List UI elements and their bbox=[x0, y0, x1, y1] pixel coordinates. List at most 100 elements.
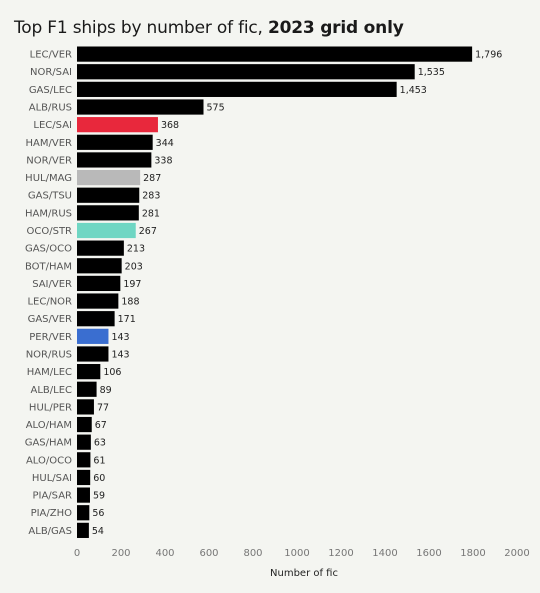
category-label: HUL/PER bbox=[29, 402, 72, 413]
category-label: OCO/STR bbox=[27, 226, 73, 237]
category-label: HUL/SAI bbox=[32, 473, 72, 484]
category-label: LEC/VER bbox=[30, 50, 72, 61]
bar-ham-ver bbox=[77, 134, 153, 150]
value-label: 54 bbox=[92, 526, 104, 537]
category-label: HAM/VER bbox=[26, 138, 73, 149]
x-tick-label: 1800 bbox=[460, 548, 485, 559]
bar-hul-per bbox=[77, 399, 94, 415]
category-label: SAI/VER bbox=[32, 279, 72, 290]
bar-pia-sar bbox=[77, 487, 90, 503]
value-label: 1,796 bbox=[475, 50, 502, 61]
bar-nor-rus bbox=[77, 346, 109, 362]
category-label: NOR/SAI bbox=[30, 67, 72, 78]
x-axis-ticks: 0 200 400 600 800 1000 1200 1400 1600 1800 2000 bbox=[74, 548, 530, 559]
chart-title: Top F1 ships by number of fic, 2023 grid… bbox=[14, 18, 404, 38]
x-tick-label: 1600 bbox=[416, 548, 441, 559]
chart-title-regular: Top F1 ships by number of fic, bbox=[14, 18, 263, 38]
bar-pia-zho bbox=[77, 505, 90, 521]
category-label: ALB/LEC bbox=[30, 385, 72, 396]
value-label: 143 bbox=[111, 332, 129, 343]
bar-gas-ham bbox=[77, 434, 91, 450]
bar-gas-ver bbox=[77, 311, 115, 327]
value-label: 1,453 bbox=[400, 85, 427, 96]
value-label: 213 bbox=[127, 244, 145, 255]
bars-group bbox=[77, 46, 473, 538]
category-label: LEC/SAI bbox=[33, 120, 72, 131]
bar-alo-oco bbox=[77, 452, 91, 468]
value-label: 203 bbox=[125, 261, 143, 272]
bar-per-ver bbox=[77, 328, 109, 344]
bar-alb-lec bbox=[77, 381, 97, 397]
value-label: 77 bbox=[97, 402, 109, 413]
x-tick-label: 800 bbox=[243, 548, 262, 559]
category-label: NOR/RUS bbox=[26, 349, 72, 360]
x-tick-label: 1400 bbox=[372, 548, 397, 559]
bar-nor-sai bbox=[77, 64, 415, 80]
value-label: 67 bbox=[95, 420, 107, 431]
x-axis-title: Number of fic bbox=[270, 568, 338, 579]
bar-alo-ham bbox=[77, 416, 92, 433]
value-label: 267 bbox=[139, 226, 157, 237]
category-label: GAS/TSU bbox=[28, 191, 72, 202]
bar-nor-ver bbox=[77, 152, 152, 168]
x-tick-label: 2000 bbox=[504, 548, 529, 559]
value-label: 368 bbox=[161, 120, 179, 131]
category-label: GAS/OCO bbox=[25, 244, 72, 255]
x-tick-label: 400 bbox=[155, 548, 174, 559]
value-label: 338 bbox=[154, 155, 172, 166]
value-label: 281 bbox=[142, 208, 160, 219]
value-label: 59 bbox=[93, 491, 105, 502]
category-label: LEC/NOR bbox=[27, 297, 72, 308]
value-label: 1,535 bbox=[418, 67, 445, 78]
category-label: ALB/GAS bbox=[28, 526, 72, 537]
bar-hul-mag bbox=[77, 169, 141, 186]
bar-ham-rus bbox=[77, 205, 139, 221]
category-label: ALO/OCO bbox=[26, 455, 72, 466]
category-label: GAS/LEC bbox=[29, 85, 72, 96]
bar-hul-sai bbox=[77, 469, 91, 486]
value-label: 89 bbox=[100, 385, 112, 396]
x-tick-label: 200 bbox=[111, 548, 130, 559]
category-label: GAS/VER bbox=[28, 314, 72, 325]
value-label: 188 bbox=[121, 297, 139, 308]
bar-lec-sai bbox=[77, 117, 158, 133]
x-tick-label: 1000 bbox=[284, 548, 309, 559]
bar-alb-rus bbox=[77, 99, 204, 115]
value-label: 60 bbox=[93, 473, 105, 484]
category-label: PER/VER bbox=[29, 332, 72, 343]
value-label: 171 bbox=[118, 314, 136, 325]
x-tick-label: 1200 bbox=[328, 548, 353, 559]
bar-alb-gas bbox=[77, 522, 89, 538]
category-label: HAM/RUS bbox=[25, 208, 72, 219]
bar-sai-ver bbox=[77, 275, 121, 292]
category-label: GAS/HAM bbox=[25, 438, 72, 449]
value-label: 61 bbox=[93, 455, 105, 466]
value-label: 283 bbox=[142, 191, 160, 202]
x-tick-label: 0 bbox=[74, 548, 80, 559]
value-label: 344 bbox=[156, 138, 174, 149]
bar-gas-tsu bbox=[77, 187, 140, 203]
category-label: HAM/LEC bbox=[27, 367, 72, 378]
category-label: NOR/VER bbox=[26, 155, 72, 166]
category-label: ALO/HAM bbox=[26, 420, 72, 431]
value-label: 106 bbox=[103, 367, 121, 378]
bar-lec-nor bbox=[77, 293, 119, 309]
bar-oco-str bbox=[77, 222, 136, 239]
bar-bot-ham bbox=[77, 258, 122, 274]
category-label: PIA/SAR bbox=[32, 491, 72, 502]
category-label: HUL/MAG bbox=[25, 173, 72, 184]
bar-ham-lec bbox=[77, 364, 101, 380]
category-labels: LEC/VER NOR/SAI GAS/LEC ALB/RUS LEC/SAI HAM/V… bbox=[25, 50, 72, 537]
value-label: 197 bbox=[123, 279, 141, 290]
value-label: 56 bbox=[92, 508, 104, 519]
value-label: 63 bbox=[94, 438, 106, 449]
chart-title-bold: 2023 grid only bbox=[267, 18, 404, 38]
value-labels: 1,796 1,535 1,453 575 368 344 338 287 283 281 267 2… bbox=[92, 50, 502, 537]
bar-gas-lec bbox=[77, 81, 397, 97]
bar-lec-ver bbox=[77, 46, 473, 62]
category-label: BOT/HAM bbox=[25, 261, 72, 272]
x-tick-label: 600 bbox=[199, 548, 218, 559]
category-label: ALB/RUS bbox=[29, 103, 72, 114]
category-label: PIA/ZHO bbox=[31, 508, 73, 519]
